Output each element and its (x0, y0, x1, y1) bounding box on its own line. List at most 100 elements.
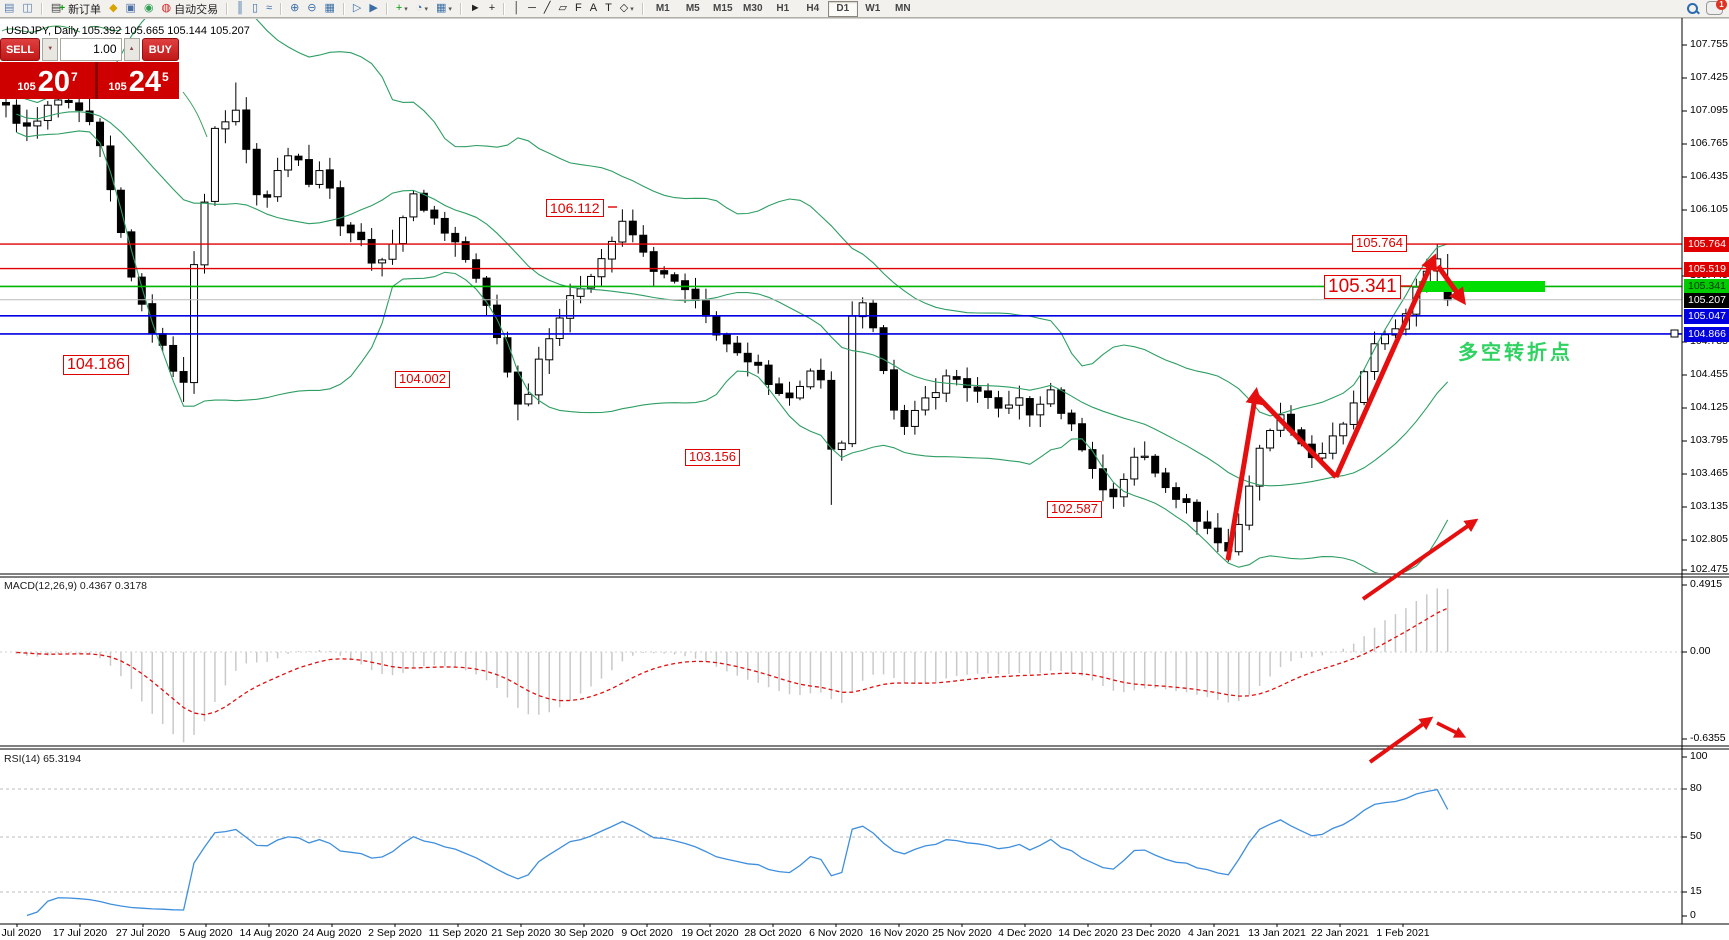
toolbar-separator (385, 2, 388, 15)
volume-decrease-button[interactable]: ▼ (42, 38, 59, 61)
chat-icon[interactable]: 1 (1706, 0, 1727, 15)
vline-button[interactable]: │ (509, 0, 524, 17)
signals-icon: ◉ (143, 2, 154, 14)
bar-chart-icon: ║ (236, 2, 244, 14)
date-axis-label: 2 Sep 2020 (368, 927, 422, 939)
ask-handle: 105 (108, 81, 127, 93)
chart-shift-button[interactable]: ▶ (365, 0, 381, 17)
timeframe-button-w1[interactable]: W1 (865, 2, 881, 14)
cursor-button[interactable]: ► (466, 0, 485, 17)
turning-point-annotation[interactable]: 多空转折点 (1458, 342, 1573, 364)
channel-icon: ▱ (558, 2, 567, 14)
ask-pip: 5 (161, 70, 169, 84)
date-axis-label: 17 Jul 2020 (52, 927, 108, 939)
price-note-103-156[interactable]: 103.156 (685, 449, 740, 466)
date-axis-label: 4 Jan 2021 (1188, 927, 1240, 939)
search-icon[interactable] (1687, 2, 1700, 14)
price-axis-label: 102.805 (1690, 533, 1728, 545)
timeframe-button-m30[interactable]: M30 (743, 2, 763, 14)
hline-button[interactable]: ─ (524, 0, 540, 17)
date-axis-label: 28 Oct 2020 (744, 927, 802, 939)
macd-axis-label: 0.4915 (1690, 578, 1723, 590)
terminal-icon: ▣ (125, 2, 136, 14)
text-label-button[interactable]: T (601, 0, 616, 17)
volume-increase-button[interactable]: ▲ (123, 38, 140, 61)
auto-scroll-button[interactable]: ▷ (349, 0, 365, 17)
price-axis-label: 107.755 (1690, 38, 1728, 50)
price-note-104-186[interactable]: 104.186 (63, 355, 129, 376)
price-axis-label: 106.765 (1690, 137, 1728, 149)
history-center-button[interactable]: ◆ (105, 0, 121, 17)
price-note-106-112[interactable]: 106.112 (546, 199, 604, 218)
text-button[interactable]: A (586, 0, 601, 17)
rsi-axis-label: 50 (1690, 830, 1702, 842)
autotrading-button[interactable]: ◍ 自动交易 (158, 0, 223, 17)
chevron-down-icon: ▾ (424, 5, 428, 13)
price-note-104-002[interactable]: 104.002 (395, 371, 450, 388)
periods-button[interactable]: ◔ ▾ (412, 0, 432, 17)
buy-button[interactable]: BUY (141, 38, 179, 61)
toolbar-separator (503, 2, 506, 15)
timeframe-button-m1[interactable]: M1 (655, 2, 670, 14)
terminal-button[interactable]: ▣ (122, 0, 140, 17)
text-icon: A (589, 2, 598, 14)
timeframe-button-m15[interactable]: M15 (713, 2, 733, 14)
date-axis-label: 13 Jan 2021 (1248, 927, 1306, 939)
bid-price[interactable]: 105 20 7 (0, 62, 98, 99)
price-axis-label: 103.135 (1690, 500, 1728, 512)
zoom-in-button[interactable]: ⊕ (286, 0, 303, 17)
trendline-button[interactable]: ╱ (540, 0, 555, 17)
candlestick-chart-icon: ▯ (251, 2, 259, 14)
autotrading-icon: ◍ (161, 2, 172, 14)
line-chart-icon: ≈ (266, 2, 273, 14)
line-chart-button[interactable]: ≈ (262, 0, 276, 17)
timeframe-button-mn[interactable]: MN (895, 2, 911, 14)
indicators-button[interactable]: + ▾ (392, 0, 412, 17)
macd-axis-label: 0.00 (1690, 645, 1711, 657)
crosshair-icon: + (488, 2, 496, 14)
price-note-105-764[interactable]: 105.764 (1352, 235, 1407, 252)
sell-button[interactable]: SELL (0, 38, 41, 61)
chart-profile-button[interactable]: ◫ (18, 0, 36, 17)
rsi-axis-label: 100 (1690, 750, 1708, 762)
timeframe-button-h4[interactable]: H4 (806, 2, 820, 14)
price-note-102-587[interactable]: 102.587 (1047, 501, 1102, 518)
signals-button[interactable]: ◉ (140, 0, 158, 17)
bid-pip: 7 (70, 70, 78, 84)
bar-chart-button[interactable]: ║ (232, 0, 248, 17)
shapes-icon: ◇ (619, 2, 629, 14)
price-axis-label: 102.475 (1690, 563, 1728, 575)
rsi-axis-label: 0 (1690, 909, 1696, 921)
price-axis-label: 103.465 (1690, 467, 1728, 479)
new-order-button[interactable]: ▤ + 新订单 (47, 0, 105, 17)
price-axis-label: 106.435 (1690, 170, 1728, 182)
timeframe-button-d1[interactable]: D1 (827, 0, 858, 17)
indicators-icon: + (395, 2, 403, 14)
tile-windows-button[interactable]: ▦ (321, 0, 339, 17)
channel-button[interactable]: ▱ (555, 0, 571, 17)
date-axis-label: 5 Aug 2020 (179, 927, 233, 939)
volume-input[interactable]: 1.00 (60, 38, 122, 61)
fibonacci-button[interactable]: F (571, 0, 586, 17)
templates-icon: ▦ (435, 2, 447, 14)
ask-price[interactable]: 105 24 5 (98, 62, 179, 99)
chart-title: USDJPY, Daily 105.392 105.665 105.144 10… (6, 25, 250, 37)
price-axis-label: 104.455 (1690, 368, 1728, 380)
date-axis-label: 14 Dec 2020 (1058, 927, 1118, 939)
crosshair-button[interactable]: + (485, 0, 499, 17)
price-note-105-341[interactable]: 105.341 (1324, 275, 1401, 299)
search-lens (1687, 2, 1698, 14)
timeframe-button-m5[interactable]: M5 (685, 2, 700, 14)
date-axis-label: 25 Nov 2020 (932, 927, 992, 939)
timeframe-button-h1[interactable]: H1 (776, 2, 790, 14)
zoom-out-button[interactable]: ⊖ (303, 0, 320, 17)
price-axis-label: 107.425 (1690, 71, 1728, 83)
shapes-button[interactable]: ◇ ▾ (616, 0, 638, 17)
date-axis-label: 23 Dec 2020 (1121, 927, 1181, 939)
date-axis-label: 14 Aug 2020 (239, 927, 299, 939)
symbol-name: USDJPY, Daily (6, 25, 79, 37)
templates-button[interactable]: ▦ ▾ (432, 0, 456, 17)
candlestick-chart-button[interactable]: ▯ (248, 0, 262, 17)
chart-window-button[interactable]: ▤ (0, 0, 18, 17)
